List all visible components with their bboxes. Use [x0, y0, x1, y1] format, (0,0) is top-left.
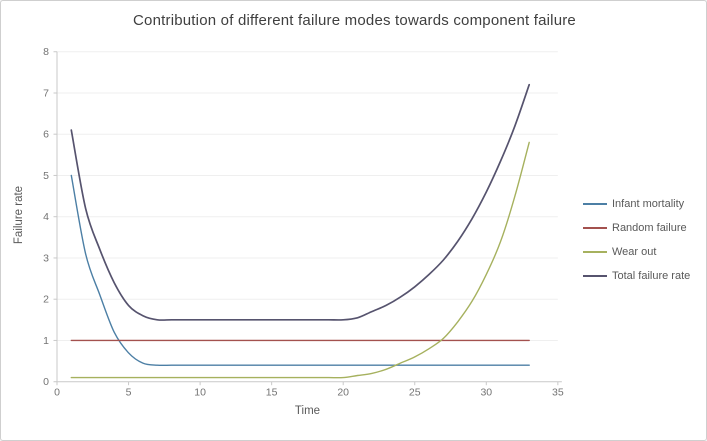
legend-line-sample	[583, 203, 607, 205]
x-tick-label: 0	[54, 387, 60, 399]
x-tick-label: 10	[194, 387, 206, 399]
y-tick-label: 3	[43, 252, 49, 264]
series-line-wear-out	[70, 141, 530, 379]
x-tick-label: 15	[266, 387, 278, 399]
y-tick-label: 0	[43, 376, 49, 388]
y-tick-label: 7	[43, 87, 49, 99]
chart-title: Contribution of different failure modes …	[133, 12, 576, 29]
y-tick-label: 5	[43, 170, 49, 182]
y-tick-label: 2	[43, 294, 49, 306]
y-tick-label: 6	[43, 129, 49, 141]
legend: Infant mortality Random failure Wear out To…	[583, 192, 690, 288]
legend-label: Random failure	[612, 222, 687, 234]
legend-item-infant-mortality: Infant mortality	[583, 192, 690, 216]
series-line-infant-mortality	[70, 174, 530, 367]
y-tick-label: 1	[43, 335, 49, 347]
legend-item-total-failure-rate: Total failure rate	[583, 264, 690, 288]
y-tick-label: 8	[43, 46, 49, 58]
legend-line-sample	[583, 275, 607, 277]
legend-label: Wear out	[612, 246, 657, 258]
x-axis-title: Time	[294, 405, 321, 417]
x-tick-label: 30	[480, 387, 492, 399]
legend-item-random-failure: Random failure	[583, 216, 690, 240]
legend-line-sample	[583, 251, 607, 253]
legend-item-wear-out: Wear out	[583, 240, 690, 264]
series-line-total-failure-rate	[70, 83, 531, 321]
legend-label: Total failure rate	[612, 270, 691, 282]
legend-line-sample	[583, 227, 607, 229]
x-tick-label: 25	[409, 387, 421, 399]
x-tick-label: 20	[337, 387, 349, 399]
x-tick-label: 5	[126, 387, 132, 399]
x-tick-label: 35	[552, 387, 564, 399]
y-axis-title: Failure rate	[13, 185, 25, 245]
y-tick-label: 4	[43, 211, 49, 223]
legend-label: Infant mortality	[612, 198, 685, 210]
